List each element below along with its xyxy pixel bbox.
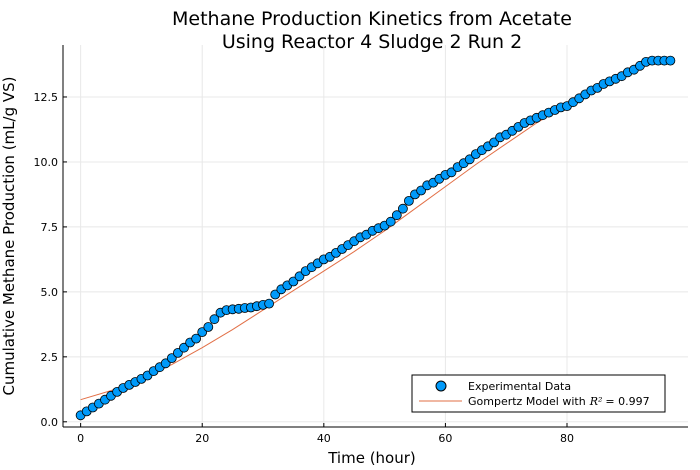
- data-point: [191, 333, 202, 344]
- y-tick-label: 10.0: [34, 156, 59, 169]
- y-tick-label: 5.0: [41, 286, 59, 299]
- legend-r2-value: = 0.997: [605, 395, 649, 408]
- data-point: [385, 216, 396, 227]
- y-tick-label: 0.0: [41, 416, 59, 429]
- experimental-series: [75, 55, 676, 421]
- legend-box: [411, 374, 666, 413]
- legend-label-experimental: Experimental Data: [468, 380, 571, 393]
- data-point: [665, 55, 676, 66]
- x-tick-label: 20: [195, 432, 209, 445]
- axes: [62, 45, 688, 428]
- x-tick-label: 60: [438, 432, 452, 445]
- y-tick-label: 2.5: [41, 351, 59, 364]
- x-tick-label: 40: [317, 432, 331, 445]
- data-point: [209, 314, 220, 325]
- data-point: [203, 322, 214, 332]
- legend: Experimental Data Gompertz Model with R² =…: [411, 374, 666, 413]
- x-tick-label: 80: [560, 432, 574, 445]
- tick-labels: 0 20 40 60 80 0.0 2.5 5.0 7.5 10.0 12.5: [34, 91, 575, 445]
- data-point: [391, 210, 402, 221]
- legend-label-model-text: Gompertz Model with: [468, 395, 586, 408]
- data-point: [264, 298, 275, 309]
- y-tick-label: 7.5: [41, 221, 59, 234]
- chart-title-line-2: Using Reactor 4 Sludge 2 Run 2: [222, 31, 522, 53]
- chart-title-line-1: Methane Production Kinetics from Acetate: [172, 8, 572, 30]
- legend-label-model: Gompertz Model with R² = 0.997: [468, 395, 650, 408]
- y-axis-label: Cumulative Methane Production (mL/g VS): [0, 76, 18, 395]
- y-tick-label: 12.5: [34, 91, 59, 104]
- legend-marker-experimental: [435, 380, 447, 392]
- x-tick-label: 0: [77, 432, 84, 445]
- data-point: [397, 203, 408, 214]
- legend-r2-symbol: R²: [589, 395, 603, 408]
- data-point: [403, 195, 414, 206]
- x-axis-label: Time (hour): [327, 449, 416, 467]
